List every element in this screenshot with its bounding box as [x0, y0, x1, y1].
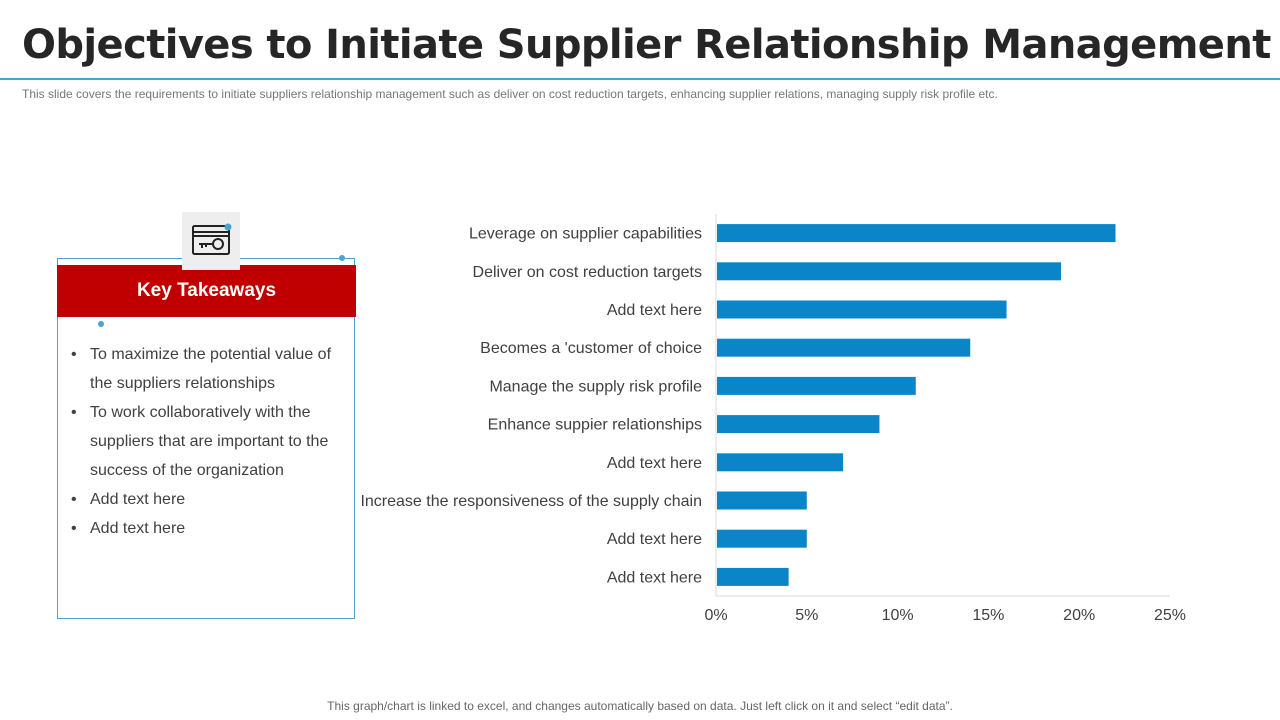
x-tick-label: 5% [795, 607, 818, 624]
category-label: Manage the supply risk profile [489, 378, 702, 395]
bar [717, 453, 844, 472]
category-label: Add text here [607, 302, 702, 319]
takeaway-item: Add text here [68, 514, 344, 543]
bar [717, 338, 971, 357]
category-label: Deliver on cost reduction targets [473, 264, 702, 281]
bar [717, 415, 880, 434]
bar [717, 376, 916, 395]
bar [717, 567, 789, 586]
takeaways-heading: Key Takeaways [57, 265, 356, 317]
bar [717, 529, 807, 548]
bar [717, 224, 1116, 243]
page-title: Objectives to Initiate Supplier Relation… [22, 22, 1271, 68]
credit-card-key-icon [192, 223, 232, 255]
category-label: Add text here [607, 531, 702, 548]
x-tick-label: 15% [972, 607, 1004, 624]
takeaways-list: To maximize the potential value of the s… [68, 340, 344, 543]
takeaway-item: To work collaboratively with the supplie… [68, 398, 344, 485]
title-divider [0, 78, 1280, 80]
page-subtitle: This slide covers the requirements to in… [22, 87, 998, 101]
x-tick-label: 0% [704, 607, 727, 624]
bar [717, 300, 1007, 319]
takeaway-item: Add text here [68, 485, 344, 514]
category-label: Enhance suppier relationships [488, 417, 702, 434]
category-label: Add text here [607, 455, 702, 472]
card-corner-dot [339, 255, 345, 261]
x-tick-label: 25% [1154, 607, 1186, 624]
category-label: Increase the responsiveness of the suppl… [360, 493, 702, 510]
footnote: This graph/chart is linked to excel, and… [327, 699, 953, 713]
category-label: Leverage on supplier capabilities [469, 226, 702, 243]
card-corner-dot [98, 321, 104, 327]
bar [717, 262, 1062, 281]
category-label: Becomes a 'customer of choice [480, 340, 702, 357]
takeaways-icon-box [182, 212, 240, 270]
takeaway-item: To maximize the potential value of the s… [68, 340, 344, 398]
bar [717, 491, 807, 510]
category-label: Add text here [607, 569, 702, 586]
x-tick-label: 10% [882, 607, 914, 624]
x-tick-label: 20% [1063, 607, 1095, 624]
